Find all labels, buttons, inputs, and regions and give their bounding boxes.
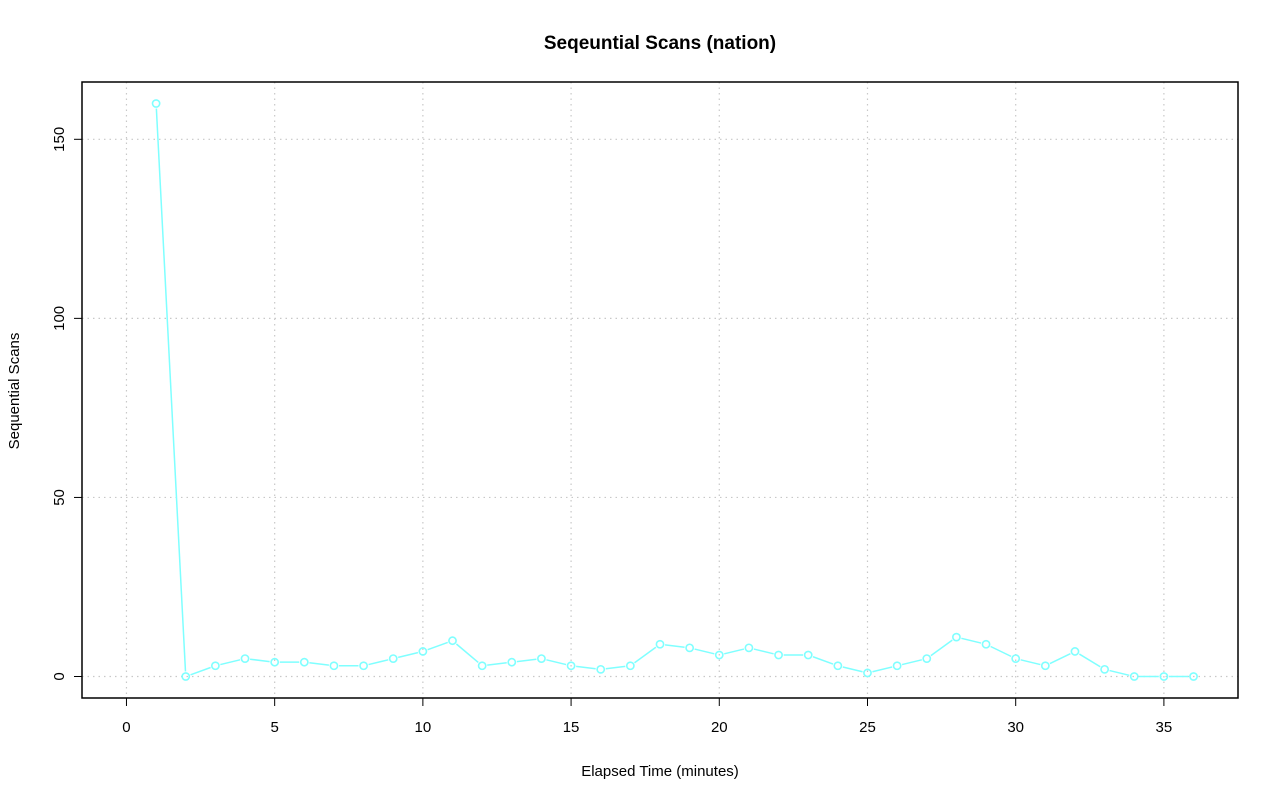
series-0-point-32 bbox=[1100, 664, 1110, 674]
series-0-point-17 bbox=[655, 639, 665, 649]
series-0-point-30 bbox=[1040, 661, 1050, 671]
series-0-point-3 bbox=[240, 654, 250, 664]
series-0-segment-27 bbox=[930, 639, 953, 657]
series-0-segment-30 bbox=[1020, 659, 1041, 666]
series-0-point-10 bbox=[448, 636, 457, 646]
x-tick-label-4: 20 bbox=[711, 719, 728, 736]
series-0-segment-1 bbox=[155, 108, 187, 672]
x-tick-label-7: 35 bbox=[1156, 719, 1173, 736]
series-0-point-21 bbox=[774, 650, 783, 660]
series-0-point-8 bbox=[388, 654, 398, 664]
series-0-point-19 bbox=[714, 650, 724, 660]
series-0-segment-10 bbox=[427, 641, 448, 651]
y-tick-label-3: 150 bbox=[51, 127, 68, 152]
y-tick-label-2: 100 bbox=[51, 306, 68, 331]
series-0-segment-18 bbox=[664, 644, 685, 648]
series-0-segment-11 bbox=[455, 643, 479, 664]
series-0-segment-3 bbox=[220, 659, 241, 666]
series-0-segment-25 bbox=[872, 666, 893, 673]
series-0-point-7 bbox=[359, 661, 368, 671]
series-0-point-24 bbox=[863, 668, 872, 678]
x-tick-label-5: 25 bbox=[859, 719, 876, 736]
series-0-segment-29 bbox=[990, 645, 1012, 658]
y-tick-label-0: 0 bbox=[51, 672, 68, 680]
series-0-segment-31 bbox=[1049, 652, 1071, 665]
series-0-point-13 bbox=[537, 654, 546, 664]
series-0-segment-16 bbox=[605, 665, 626, 670]
series-0-point-34 bbox=[1159, 672, 1169, 681]
series-0-point-1 bbox=[181, 672, 191, 681]
series-0-segment-8 bbox=[368, 659, 389, 666]
series-0-segment-23 bbox=[812, 656, 834, 665]
series-0-point-25 bbox=[892, 661, 902, 671]
series-0-segment-19 bbox=[694, 648, 715, 655]
series-0-segment-4 bbox=[249, 658, 270, 663]
x-tick-label-2: 10 bbox=[415, 719, 432, 736]
series-0-segment-17 bbox=[634, 646, 657, 664]
series-0-point-18 bbox=[685, 643, 695, 653]
series-0-segment-33 bbox=[1109, 669, 1130, 677]
chart-title: Seqeuntial Scans (nation) bbox=[544, 33, 776, 54]
x-tick-label-1: 5 bbox=[270, 719, 278, 736]
series-0-point-5 bbox=[299, 657, 309, 667]
series-0-segment-21 bbox=[753, 648, 774, 655]
series-0-point-28 bbox=[981, 639, 991, 649]
y-axis: 0 50 100 150 bbox=[51, 127, 82, 681]
series-0-point-11 bbox=[477, 661, 487, 671]
series-0-segment-32 bbox=[1078, 653, 1101, 668]
x-tick-label-0: 0 bbox=[122, 719, 130, 736]
series-0-point-26 bbox=[922, 654, 932, 664]
series-0-point-4 bbox=[270, 657, 280, 667]
series-0-point-14 bbox=[566, 661, 576, 671]
series-0-point-15 bbox=[596, 664, 606, 674]
series-0-segment-2 bbox=[190, 666, 211, 676]
x-tick-label-6: 30 bbox=[1007, 719, 1024, 736]
grid bbox=[82, 82, 1238, 698]
x-axis-label: Elapsed Time (minutes) bbox=[581, 763, 739, 780]
series-0-segment-13 bbox=[516, 658, 537, 663]
series-0-point-33 bbox=[1129, 672, 1139, 681]
series-0-segment-12 bbox=[487, 662, 507, 666]
series-0-segment-26 bbox=[901, 659, 922, 666]
y-axis-label: Sequential Scans bbox=[6, 333, 23, 450]
series-0-point-9 bbox=[418, 647, 428, 656]
series-0-segment-14 bbox=[546, 659, 567, 666]
series-0-point-29 bbox=[1011, 654, 1021, 664]
series-0-segment-20 bbox=[724, 648, 745, 655]
series-0-point-35 bbox=[1189, 672, 1198, 681]
series-0-point-6 bbox=[329, 661, 339, 671]
series-0-point-12 bbox=[507, 657, 517, 667]
series-layer bbox=[151, 99, 1198, 681]
series-0-segment-15 bbox=[576, 665, 596, 670]
series-0-point-27 bbox=[952, 632, 961, 642]
series-0-segment-28 bbox=[961, 637, 982, 644]
series-0-segment-9 bbox=[398, 651, 419, 659]
x-axis: 0 5 10 15 20 25 30 35 bbox=[122, 698, 1172, 736]
series-0-point-16 bbox=[625, 661, 635, 671]
y-tick-label-1: 50 bbox=[51, 489, 68, 506]
plot-frame bbox=[81, 81, 1239, 699]
series-0-segment-6 bbox=[309, 662, 329, 666]
series-0-segment-24 bbox=[842, 666, 863, 673]
x-tick-label-3: 15 bbox=[563, 719, 580, 736]
series-0-point-20 bbox=[744, 643, 754, 653]
series-0-point-2 bbox=[210, 661, 220, 671]
series-0-point-22 bbox=[803, 650, 813, 660]
series-0-point-31 bbox=[1070, 647, 1080, 656]
series-0-point-0 bbox=[151, 99, 161, 108]
series-0-point-23 bbox=[833, 661, 843, 671]
